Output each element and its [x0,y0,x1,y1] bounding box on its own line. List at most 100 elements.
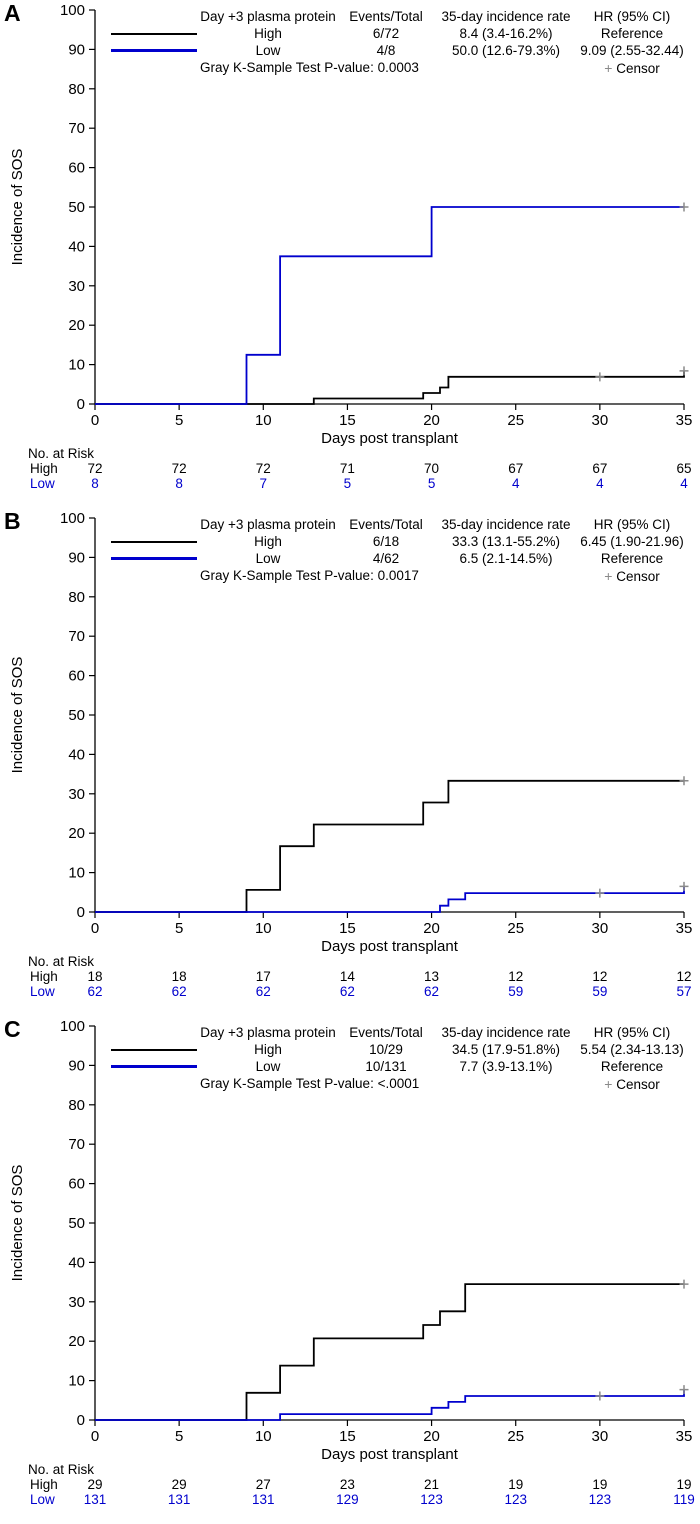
legend-header-events: Events/Total [349,1025,423,1040]
x-axis-title: Days post transplant [321,430,459,447]
series-high-curve [95,1283,684,1421]
legend-events-low: 4/8 [376,43,396,58]
risk-value: 72 [256,461,271,476]
legend-header-group: Day +3 plasma protein [200,9,336,24]
legend-group-high: High [254,26,282,41]
legend-incidence-high: 8.4 (3.4-16.2%) [459,26,553,41]
cumulative-incidence-plot-a: 0 10 20 30 40 50 60 70 80 90 100 0 5 10 15 20 25 30 35 Days… [9,2,693,491]
legend-events-high: 6/72 [372,26,400,41]
x-tick-label: 20 [423,920,440,937]
legend-header-events: Events/Total [349,9,423,24]
censor-label: Censor [616,60,660,76]
y-tick-label: 20 [68,317,85,334]
risk-value: 131 [252,1492,275,1507]
low-line-swatch [108,49,200,52]
risk-value: 27 [256,1477,271,1492]
legend-hr-low: 9.09 (2.55-32.44) [580,43,684,58]
legend-group-low: Low [255,43,281,58]
y-tick-label: 40 [68,746,85,763]
risk-value: 71 [340,461,355,476]
y-tick-label: 20 [68,1333,85,1350]
legend-header-row: Day +3 plasma protein Events/Total 35-da… [108,1024,688,1041]
censor-mark [679,202,689,212]
censor-legend: + Censor [576,568,688,584]
x-tick-label: 15 [339,1428,356,1445]
y-tick-label: 30 [68,1294,85,1311]
x-tick-label: 10 [255,412,272,429]
risk-value: 62 [256,984,271,999]
legend-events-low: 4/62 [372,551,400,566]
legend-row-high: High 10/29 34.5 (17.9-51.8%) 5.54 (2.34-… [108,1041,688,1058]
y-tick-label: 30 [68,786,85,803]
risk-value: 65 [676,461,691,476]
legend-header-group: Day +3 plasma protein [200,517,336,532]
risk-row-label: High [30,969,58,984]
censor-mark [595,1391,605,1401]
censor-legend: + Censor [576,1076,688,1092]
legend-events-high: 10/29 [369,1042,403,1057]
legend-header-incidence: 35-day incidence rate [441,1025,571,1040]
risk-table-title: No. at Risk [28,954,94,969]
y-tick-label: 0 [77,904,85,921]
y-tick-label: 80 [68,81,85,98]
risk-value: 67 [508,461,523,476]
cumulative-incidence-plot-b: 0 10 20 30 40 50 60 70 80 90 100 0 5 10 15 20 25 30 35 Days… [9,510,692,999]
risk-value: 29 [87,1477,102,1492]
legend-row-low: Low 4/8 50.0 (12.6-79.3%) 9.09 (2.55-32.… [108,42,688,59]
x-tick-label: 25 [507,1428,524,1445]
risk-row-label: Low [30,1492,55,1507]
x-tick-label: 35 [676,1428,693,1445]
panel-letter-b: B [4,508,21,534]
x-tick-label: 5 [175,412,183,429]
x-tick-label: 10 [255,1428,272,1445]
y-axis-title: Incidence of SOS [9,1165,26,1282]
legend-header-events: Events/Total [349,517,423,532]
y-tick-label: 10 [68,1373,85,1390]
high-line-icon [111,1048,197,1051]
legend-pvalue-row: Gray K-Sample Test P-value: <.0001 + Cen… [108,1075,688,1092]
risk-value: 59 [508,984,523,999]
legend-group-low: Low [255,551,281,566]
high-line-swatch [108,32,200,35]
risk-value: 59 [592,984,607,999]
censor-label: Censor [616,568,660,584]
low-line-swatch [108,1065,200,1068]
legend-a: Day +3 plasma protein Events/Total 35-da… [108,8,688,76]
risk-value: 62 [340,984,355,999]
x-tick-label: 5 [175,920,183,937]
x-tick-label: 25 [507,920,524,937]
x-tick-label: 15 [339,412,356,429]
legend-incidence-low: 50.0 (12.6-79.3%) [451,43,561,58]
censor-mark [679,776,689,786]
risk-value: 19 [508,1477,523,1492]
censor-legend: + Censor [576,60,688,76]
y-tick-label: 30 [68,278,85,295]
legend-incidence-high: 33.3 (13.1-55.2%) [451,534,561,549]
legend-hr-low: Reference [600,1059,664,1074]
risk-value: 129 [336,1492,359,1507]
x-tick-label: 0 [91,1428,99,1445]
x-tick-label: 35 [676,412,693,429]
risk-row-label: High [30,1477,58,1492]
x-tick-label: 20 [423,1428,440,1445]
y-axis-title: Incidence of SOS [9,149,26,266]
legend-pvalue-row: Gray K-Sample Test P-value: 0.0003 + Cen… [108,59,688,76]
censor-mark [595,888,605,898]
legend-row-low: Low 4/62 6.5 (2.1-14.5%) Reference [108,550,688,567]
legend-incidence-high: 34.5 (17.9-51.8%) [451,1042,561,1057]
series-high-curve [95,370,685,405]
risk-value: 19 [676,1477,691,1492]
risk-value: 29 [172,1477,187,1492]
x-tick-label: 25 [507,412,524,429]
x-tick-label: 30 [592,920,609,937]
y-tick-label: 70 [68,120,85,137]
censor-plus-icon: + [604,59,613,76]
censor-plus-icon: + [604,1075,613,1092]
y-tick-label: 100 [60,510,85,527]
legend-events-low: 10/131 [365,1059,407,1074]
legend-header-row: Day +3 plasma protein Events/Total 35-da… [108,516,688,533]
low-line-icon [111,1065,197,1068]
legend-row-high: High 6/18 33.3 (13.1-55.2%) 6.45 (1.90-2… [108,533,688,550]
risk-value: 14 [340,969,356,984]
high-line-swatch [108,1048,200,1051]
